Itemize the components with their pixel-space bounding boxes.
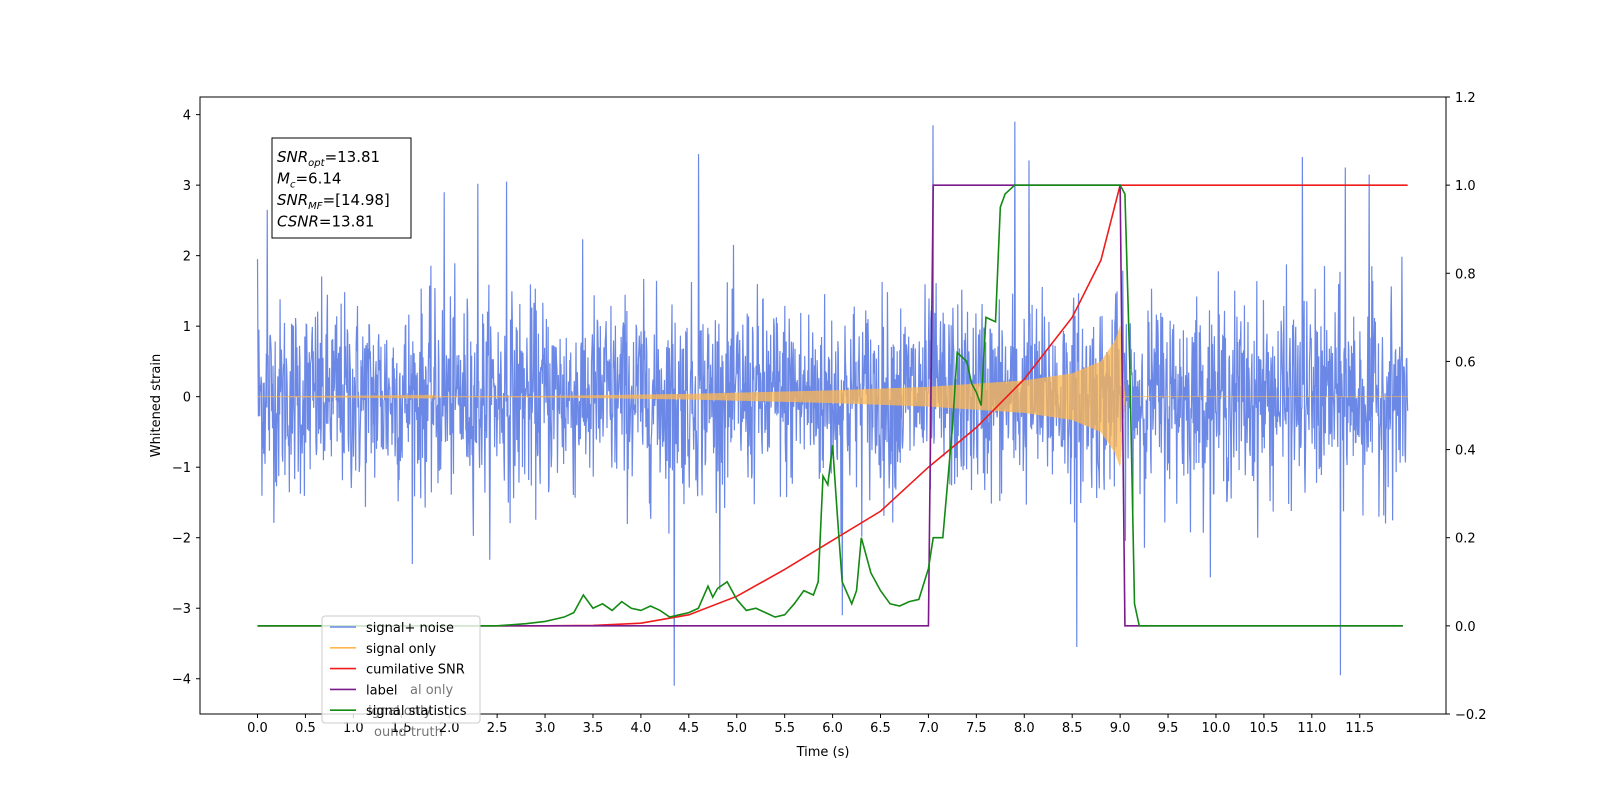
y-tick-label: −1 <box>172 461 191 476</box>
x-tick-label: 7.0 <box>918 721 939 736</box>
x-tick-label: 10.5 <box>1249 721 1278 736</box>
x-tick-label: 7.5 <box>966 721 987 736</box>
x-tick-label: 0.5 <box>295 721 316 736</box>
series-line-signal-noise <box>256 121 1409 686</box>
y-tick-label: −2 <box>172 532 191 547</box>
x-axis-label: Time (s) <box>796 745 850 760</box>
legend-label: signal+ noise <box>366 621 454 636</box>
stats-annotation-box: SNRopt=13.81Mc=6.14SNRMF=[14.98]CSNR=13.… <box>271 137 412 239</box>
y-right-tick-label: 0.8 <box>1455 267 1476 282</box>
y-right-tick-label: 0.4 <box>1455 444 1476 459</box>
legend-ghost-label: ignal only <box>368 704 432 719</box>
y-right-tick-label: 0.0 <box>1455 620 1476 635</box>
x-tick-label: 5.0 <box>726 721 747 736</box>
axes-frame <box>199 96 1447 715</box>
x-tick-label: 6.5 <box>870 721 891 736</box>
x-tick-label: 9.5 <box>1158 721 1179 736</box>
y-tick-label: 1 <box>183 320 191 335</box>
y-tick-label: 3 <box>183 179 191 194</box>
y-tick-label: 2 <box>183 250 191 265</box>
x-tick-label: 10.0 <box>1201 721 1230 736</box>
x-tick-label: 9.0 <box>1110 721 1131 736</box>
stat-line: SNRopt=13.81 <box>277 148 380 169</box>
stat-line: CSNR=13.81 <box>277 213 374 231</box>
y-tick-label: 0 <box>183 391 191 406</box>
legend-label: cumilative SNR <box>366 663 465 678</box>
stat-line: Mc=6.14 <box>277 170 341 191</box>
series-line-signal-statistics <box>257 184 1403 627</box>
series-line-signal-only <box>257 326 1408 467</box>
x-tick-label: 8.0 <box>1014 721 1035 736</box>
x-tick-label: 11.0 <box>1297 721 1326 736</box>
x-axis: 0.0 0.5 1.0 1.5 2.0 2.5 3.0 3.5 4.0 4.5 5.0 5.5 6.0 6… <box>247 714 1374 736</box>
x-tick-label: 1.0 <box>343 721 364 736</box>
x-tick-label: 2.5 <box>487 721 508 736</box>
legend-ghost-label: al only <box>410 683 454 698</box>
y-right-tick-label: 0.6 <box>1455 355 1476 370</box>
x-tick-label: 8.5 <box>1062 721 1083 736</box>
legend: al only ignal only ound truth signal+ noise… <box>321 615 481 740</box>
y-axis-right: −0.2 0.0 0.2 0.4 0.6 0.8 1.0 1.2 <box>1446 91 1487 723</box>
x-tick-label: 6.0 <box>822 721 843 736</box>
x-tick-label: 2.0 <box>439 721 460 736</box>
y-axis-label: Whitened strain <box>149 354 164 457</box>
legend-label: label <box>366 683 397 698</box>
x-tick-label: 4.0 <box>631 721 652 736</box>
x-tick-label: 11.5 <box>1345 721 1374 736</box>
y-tick-label: 4 <box>183 109 191 124</box>
y-right-tick-label: 1.0 <box>1455 179 1476 194</box>
x-tick-label: 0.0 <box>247 721 268 736</box>
stat-line: SNRMF=[14.98] <box>277 191 390 212</box>
legend-frame <box>321 615 481 724</box>
stats-box-frame <box>271 137 412 239</box>
y-tick-label: −3 <box>172 602 191 617</box>
x-tick-label: 3.0 <box>535 721 556 736</box>
x-tick-label: 4.5 <box>678 721 699 736</box>
y-axis-left: −4 −3 −2 −1 0 1 2 3 4 <box>172 109 200 688</box>
y-right-tick-label: 1.2 <box>1455 91 1476 106</box>
legend-label: signal only <box>366 642 436 657</box>
y-right-tick-label: 0.2 <box>1455 532 1476 547</box>
legend-ghost-label: ound truth <box>374 725 443 740</box>
x-tick-label: 5.5 <box>774 721 795 736</box>
y-right-tick-label: −0.2 <box>1455 708 1487 723</box>
y-tick-label: −4 <box>172 673 191 688</box>
plot-area <box>256 121 1409 686</box>
x-tick-label: 3.5 <box>583 721 604 736</box>
x-tick-label: 1.5 <box>391 721 412 736</box>
legend-label: signal statistics <box>366 704 467 719</box>
